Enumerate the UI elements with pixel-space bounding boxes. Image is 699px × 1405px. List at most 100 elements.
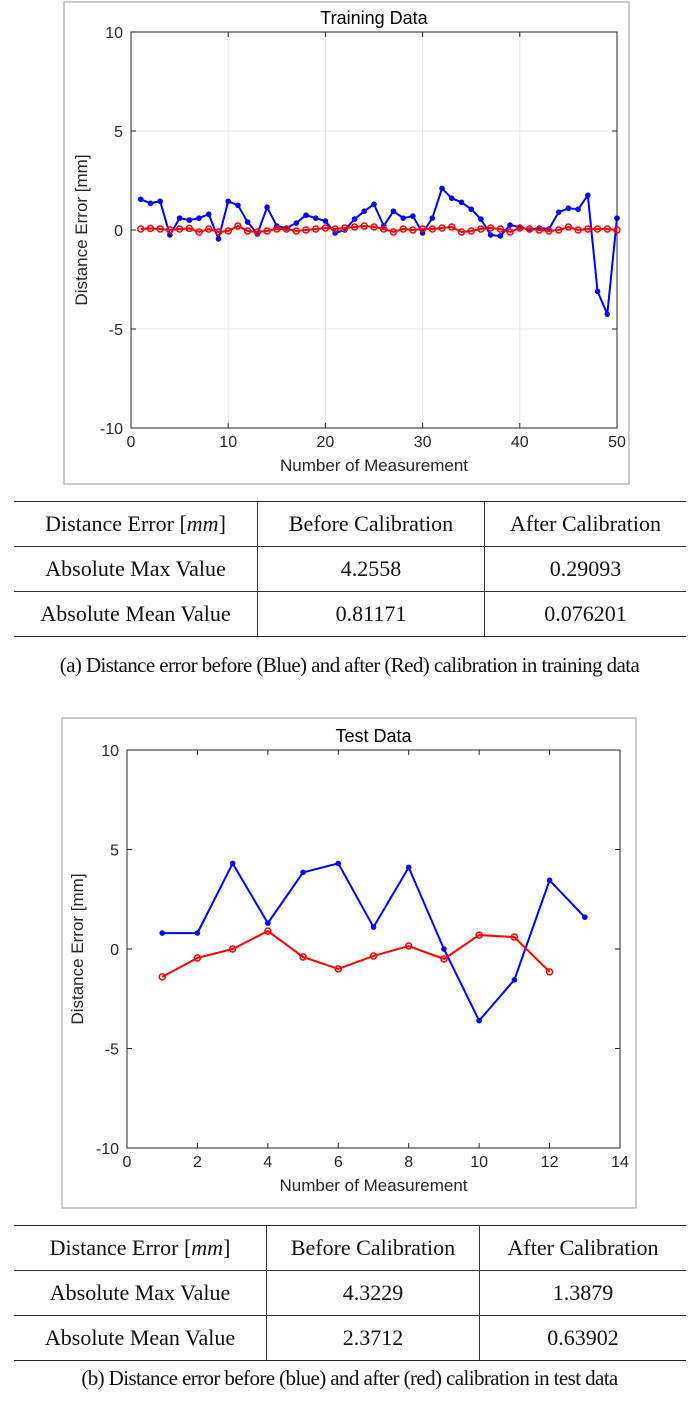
after-calibration-point xyxy=(448,223,456,231)
before-calibration-point xyxy=(511,977,518,983)
row-label: Absolute Mean Value xyxy=(14,591,258,637)
x-tick-label: 40 xyxy=(511,434,529,451)
before-calibration-point xyxy=(194,930,201,936)
before-calibration-point xyxy=(448,195,455,202)
after-value: 0.63902 xyxy=(479,1315,686,1361)
before-calibration-point xyxy=(575,206,581,213)
x-tick-label: 0 xyxy=(127,434,136,451)
before-calibration-point xyxy=(167,232,173,238)
after-calibration-point xyxy=(350,223,359,231)
after-calibration-point xyxy=(243,227,252,235)
after-calibration-series-line xyxy=(161,929,551,978)
after-calibration-point xyxy=(146,224,155,233)
x-tick-label: 2 xyxy=(193,1154,202,1171)
x-axis-label: Number of Measurement xyxy=(280,456,468,475)
before-value: 4.2558 xyxy=(257,546,485,592)
before-calibration-point xyxy=(497,233,504,239)
y-tick-label: 0 xyxy=(110,942,119,959)
before-calibration-point xyxy=(594,288,601,295)
after-calibration-point xyxy=(574,226,582,234)
after-calibration-point xyxy=(214,228,223,236)
before-calibration-point xyxy=(468,206,475,213)
after-calibration-point xyxy=(477,225,485,233)
y-tick-label: 5 xyxy=(114,124,123,141)
after-calibration-point xyxy=(593,225,602,233)
y-tick-label: 5 xyxy=(110,843,119,860)
after-calibration-point xyxy=(496,225,505,233)
header-after-calibration: After Calibration xyxy=(479,1225,686,1271)
before-value: 0.81171 xyxy=(257,591,485,637)
test-data-panel: 0 2 4 6 8 10 12 14 -10 -5 0 5 10 Test Data Number of M… xyxy=(0,714,699,1405)
after-calibration-point xyxy=(545,968,554,976)
figure-frame xyxy=(61,717,637,1209)
before-calibration-point xyxy=(565,205,572,212)
after-calibration-point xyxy=(404,942,413,950)
y-tick-label: -10 xyxy=(100,421,123,438)
x-axis-label: Number of Measurement xyxy=(279,1176,467,1195)
table-header-row: Distance Error [mm] Before Calibration A… xyxy=(14,501,686,547)
after-calibration-point xyxy=(506,228,514,236)
y-tick-label: 0 xyxy=(114,223,123,240)
y-tick-label: 10 xyxy=(101,743,119,760)
before-calibration-point xyxy=(196,215,202,221)
after-calibration-point xyxy=(263,227,271,235)
y-axis-label: Distance Error [mm] xyxy=(72,154,91,305)
after-calibration-point xyxy=(389,228,398,236)
after-calibration-point xyxy=(175,225,184,233)
before-calibration-point xyxy=(585,192,591,199)
after-calibration-point xyxy=(334,965,343,973)
after-calibration-point xyxy=(510,933,519,941)
before-value: 2.3712 xyxy=(266,1315,480,1361)
before-calibration-point xyxy=(225,198,231,205)
after-calibration-point xyxy=(156,225,164,233)
row-label: Absolute Mean Value xyxy=(14,1315,267,1361)
figure-caption-a: (a) Distance error before (Blue) and aft… xyxy=(59,653,640,677)
after-calibration-point xyxy=(321,224,330,232)
y-tick-label: -5 xyxy=(109,322,123,339)
after-calibration-point xyxy=(273,225,281,233)
after-calibration-point xyxy=(535,226,543,234)
after-value: 1.3879 xyxy=(479,1270,686,1316)
before-calibration-point xyxy=(351,216,358,222)
before-calibration-point xyxy=(361,208,368,214)
before-calibration-point xyxy=(476,1017,482,1024)
before-calibration-point xyxy=(303,212,309,218)
figure-frame xyxy=(63,1,630,485)
after-calibration-point xyxy=(224,227,232,235)
header-distance-error: Distance Error [mm] xyxy=(14,501,258,547)
after-calibration-point xyxy=(282,225,291,233)
after-calibration-point xyxy=(331,225,339,233)
x-tick-label: 10 xyxy=(219,434,237,451)
after-calibration-point xyxy=(428,225,437,233)
before-value: 4.3229 xyxy=(266,1270,480,1316)
before-calibration-point xyxy=(507,222,513,228)
header-before-calibration: Before Calibration xyxy=(257,501,485,547)
before-calibration-point xyxy=(441,946,447,952)
x-tick-label: 14 xyxy=(611,1154,629,1171)
after-calibration-point xyxy=(438,224,446,232)
after-calibration-point xyxy=(264,927,272,935)
before-calibration-point xyxy=(147,200,154,207)
y-tick-label: 10 xyxy=(105,25,123,42)
after-calibration-point xyxy=(554,226,563,234)
after-calibration-point xyxy=(369,952,378,960)
after-calibration-point xyxy=(299,953,307,961)
after-calibration-point xyxy=(341,224,349,232)
after-calibration-point xyxy=(418,225,427,233)
after-calibration-point xyxy=(379,225,388,233)
figure-caption-b: (b) Distance error before (blue) and aft… xyxy=(81,1366,618,1390)
after-calibration-point xyxy=(302,226,310,234)
x-tick-label: 6 xyxy=(334,1154,343,1171)
table-row: Absolute Max Value 4.3229 1.3879 xyxy=(14,1270,686,1316)
after-calibration-point xyxy=(603,225,612,233)
before-calibration-point xyxy=(390,208,397,214)
before-calibration-point xyxy=(265,920,271,926)
after-calibration-point xyxy=(360,222,369,230)
row-label: Absolute Max Value xyxy=(14,1270,267,1316)
before-calibration-point xyxy=(335,860,342,867)
after-calibration-point xyxy=(525,225,534,233)
before-calibration-point xyxy=(300,869,306,876)
test-data-chart: 0 2 4 6 8 10 12 14 -10 -5 0 5 10 Test Data Number of M… xyxy=(61,717,637,1209)
after-calibration-point xyxy=(486,224,495,232)
after-calibration-point xyxy=(195,228,203,236)
